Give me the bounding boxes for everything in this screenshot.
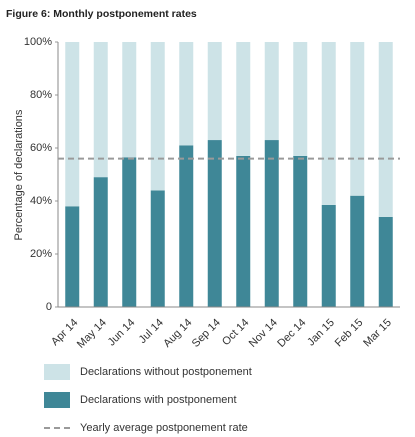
bar-segment bbox=[321, 42, 336, 205]
x-tick-label: Jun 14 bbox=[106, 317, 138, 349]
bar-segment bbox=[378, 42, 393, 217]
x-tick-label: Dec 14 bbox=[275, 317, 308, 350]
bar-segment bbox=[122, 157, 137, 307]
bar-segment bbox=[378, 216, 393, 307]
bar-segment bbox=[321, 204, 336, 307]
bar-segment bbox=[264, 42, 279, 141]
x-tick-label: Sep 14 bbox=[190, 317, 223, 350]
bar-segment bbox=[65, 206, 80, 307]
legend-label: Declarations with postponement bbox=[80, 394, 237, 406]
x-tick-label: Mar 15 bbox=[361, 317, 394, 350]
y-tick-label: 20% bbox=[30, 248, 52, 260]
x-tick-label: May 14 bbox=[75, 317, 109, 351]
bar-segment bbox=[350, 195, 365, 307]
bar-segment bbox=[93, 177, 108, 307]
x-tick-label: Feb 15 bbox=[333, 317, 366, 350]
y-tick-label: 60% bbox=[30, 142, 52, 154]
bar-segment bbox=[93, 42, 108, 178]
bar-segment bbox=[350, 42, 365, 196]
bar-segment bbox=[264, 140, 279, 307]
bar-segment bbox=[65, 42, 80, 207]
legend-swatch bbox=[44, 364, 70, 380]
chart-title: Figure 6: Monthly postponement rates bbox=[6, 8, 197, 20]
bar-segment bbox=[179, 145, 194, 307]
x-tick-label: Nov 14 bbox=[247, 317, 280, 350]
legend-label: Declarations without postponement bbox=[80, 366, 252, 378]
y-tick-label: 80% bbox=[30, 89, 52, 101]
x-tick-label: Oct 14 bbox=[220, 317, 251, 348]
x-tick-label: Jan 15 bbox=[305, 317, 337, 349]
x-tick-label: Aug 14 bbox=[161, 317, 194, 350]
y-axis-label: Percentage of declarations bbox=[13, 109, 25, 240]
y-tick-label: 0 bbox=[46, 301, 52, 313]
bar-segment bbox=[236, 155, 251, 307]
bar-segment bbox=[150, 190, 165, 307]
y-tick-label: 100% bbox=[24, 36, 52, 48]
legend-swatch bbox=[44, 392, 70, 408]
bar-segment bbox=[207, 42, 222, 141]
bar-segment bbox=[293, 155, 308, 307]
bar-segment bbox=[236, 42, 251, 156]
bar-segment bbox=[179, 42, 194, 146]
bar-segment bbox=[207, 140, 222, 307]
y-tick-label: 40% bbox=[30, 195, 52, 207]
legend-label: Yearly average postponement rate bbox=[80, 422, 248, 434]
bar-segment bbox=[150, 42, 165, 191]
bar-segment bbox=[293, 42, 308, 156]
bar-segment bbox=[122, 42, 137, 158]
